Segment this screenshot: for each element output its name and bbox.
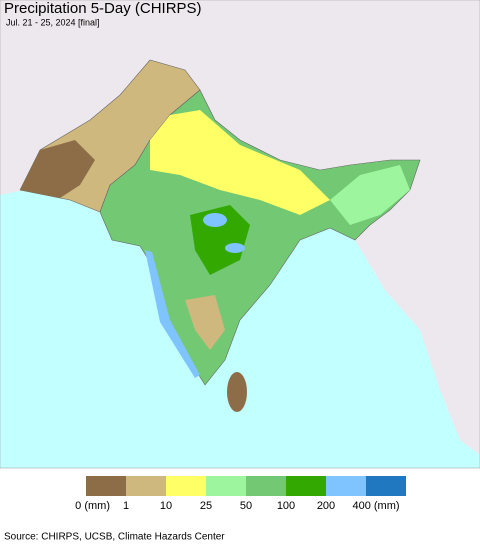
legend-swatch — [126, 476, 166, 496]
legend-swatch — [286, 476, 326, 496]
legend-swatch — [246, 476, 286, 496]
wet-spot — [203, 213, 227, 227]
west-coast-wet — [145, 250, 200, 378]
map-frame — [0, 0, 480, 469]
legend-label: 25 — [200, 500, 212, 512]
legend: 0 (mm) 1 10 25 50 100 200 400 (mm) — [75, 476, 406, 512]
ocean — [0, 190, 480, 468]
legend-swatch — [86, 476, 126, 496]
wet-spot — [225, 243, 245, 253]
legend-swatch — [166, 476, 206, 496]
legend-swatch — [366, 476, 406, 496]
source-credit: Source: CHIRPS, UCSB, Climate Hazards Ce… — [4, 532, 225, 543]
legend-label: 200 — [317, 500, 335, 512]
legend-label: 10 — [160, 500, 172, 512]
legend-swatch — [206, 476, 246, 496]
north-dry — [150, 110, 330, 215]
legend-label: 400 (mm) — [352, 500, 399, 512]
south-dry — [185, 295, 225, 350]
sri-lanka — [227, 372, 247, 412]
map-subtitle: Jul. 21 - 25, 2024 [final] — [6, 17, 100, 27]
map-title: Precipitation 5-Day (CHIRPS) — [4, 0, 202, 17]
northeast — [330, 165, 410, 225]
legend-label: 1 — [123, 500, 129, 512]
legend-label: 50 — [240, 500, 252, 512]
dry-west — [20, 140, 95, 198]
legend-swatch — [326, 476, 366, 496]
legend-label: 100 — [277, 500, 295, 512]
legend-label: 0 (mm) — [75, 500, 110, 512]
